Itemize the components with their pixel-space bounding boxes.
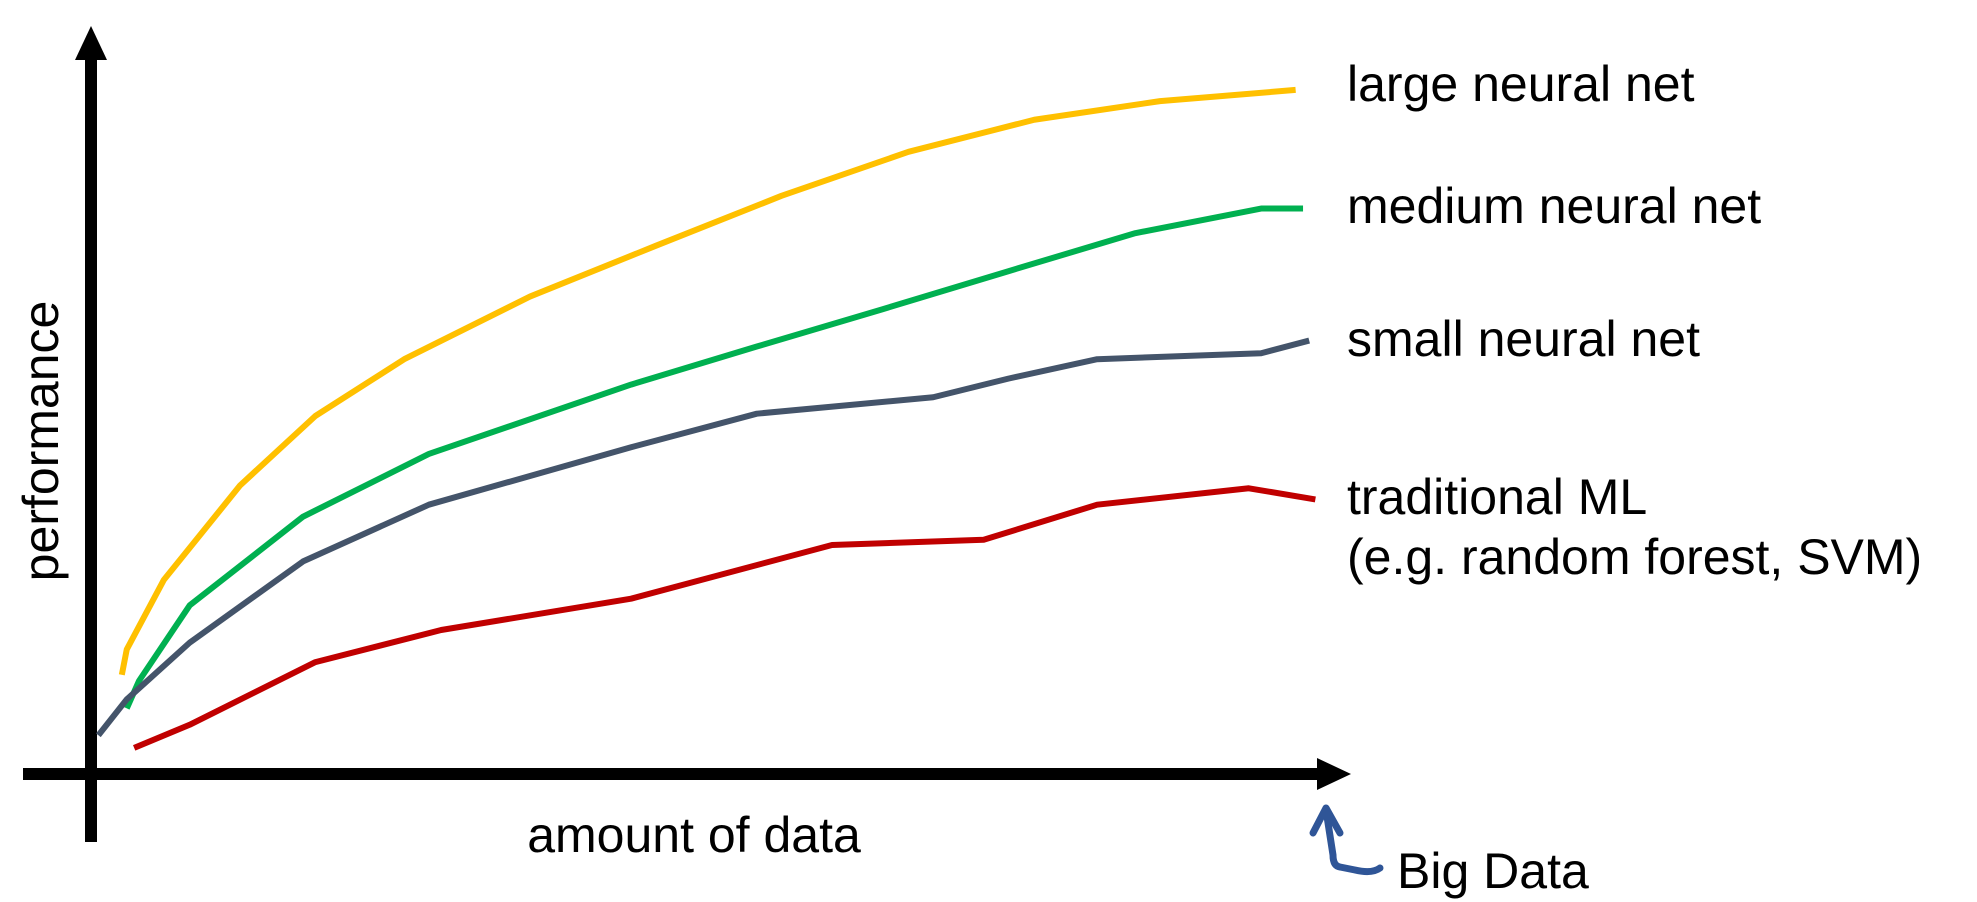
series-line-medium-neural-net — [124, 205, 1304, 710]
x-axis-label: amount of data — [527, 807, 861, 863]
series-line-traditional-ml — [133, 485, 1316, 751]
big-data-arrow — [1322, 806, 1384, 876]
series-label-traditional-examples: (e.g. random forest, SVM) — [1347, 529, 1922, 585]
series-label-small: small neural net — [1347, 311, 1700, 367]
y-axis-label: performance — [13, 301, 69, 582]
series-line-small-neural-net — [96, 337, 1310, 738]
series-layer — [96, 86, 1316, 751]
big-data-arrowhead — [1309, 804, 1344, 837]
y-axis-arrowhead — [75, 26, 107, 60]
big-data-label: Big Data — [1397, 843, 1589, 899]
x-axis-arrowhead — [1317, 758, 1351, 790]
series-label-medium: medium neural net — [1347, 178, 1761, 234]
series-label-large: large neural net — [1347, 56, 1695, 112]
series-line-large-neural-net — [118, 86, 1296, 676]
series-label-traditional: traditional ML — [1347, 469, 1647, 525]
